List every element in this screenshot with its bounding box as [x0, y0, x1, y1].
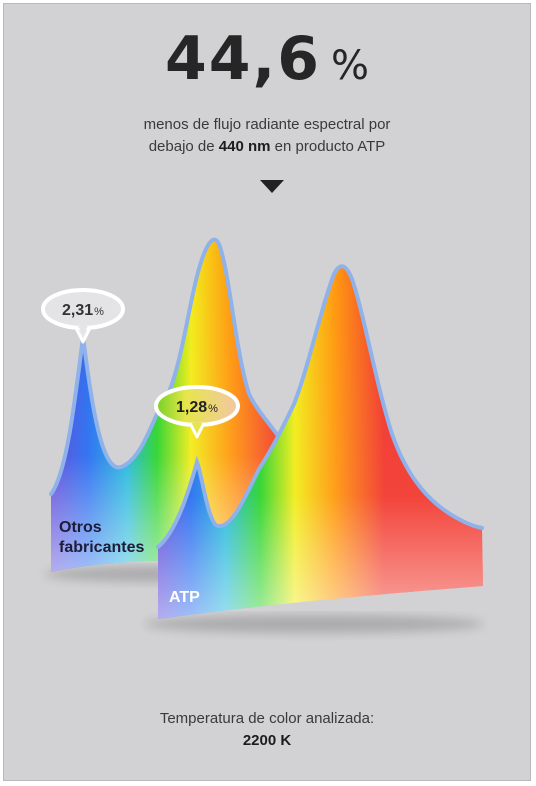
subtitle-wavelength: 440 nm: [218, 138, 271, 155]
callout-atp: 1,28%: [154, 385, 240, 439]
callout-otros: 2,31%: [41, 288, 125, 344]
callout-atp-unit: %: [208, 403, 218, 415]
down-arrow-icon: [260, 180, 284, 193]
series-label-otros-line1: Otros: [59, 519, 102, 536]
spectrum-outline-atp: [156, 264, 484, 549]
subtitle-prefix: debajo de: [148, 138, 215, 155]
callout-atp-pointer: [188, 422, 206, 439]
headline-value: 44,6: [164, 24, 322, 94]
callout-atp-bubble-inner: [159, 389, 235, 423]
series-label-otros-line2: fabricantes: [59, 539, 144, 556]
callout-otros-unit: %: [94, 306, 104, 318]
color-temperature-value: 2200 K: [242, 732, 292, 749]
footer: Temperatura de color analizada: 2200 K: [4, 708, 530, 752]
callout-otros-pointer-fill: [78, 326, 88, 334]
callout-atp-text: 1,28%: [176, 399, 218, 416]
subtitle-suffix: en producto ATP: [274, 138, 386, 155]
spectrum-chart: Otros fabricantes ATP 2,31%: [41, 237, 484, 633]
callout-atp-value: 1,28: [176, 399, 207, 416]
series-atp: ATP: [144, 264, 484, 633]
subtitle-line-1: menos de flujo radiante espectral por: [143, 116, 391, 133]
subtitle-line-2: debajo de 440 nm en producto ATP: [4, 136, 530, 158]
spectrum-fade-atp: [158, 266, 483, 619]
series-label-atp: ATP: [169, 589, 200, 606]
headline-unit: %: [331, 43, 370, 89]
headline: 44,6%: [4, 24, 530, 94]
color-temperature-label: Temperatura de color analizada:: [159, 710, 375, 727]
shadow-front: [144, 615, 484, 633]
infographic-panel: 44,6% menos de flujo radiante espectral …: [3, 3, 531, 781]
callout-otros-value: 2,31: [62, 302, 93, 319]
callout-otros-text: 2,31%: [62, 302, 104, 319]
subtitle: menos de flujo radiante espectral por de…: [4, 114, 530, 158]
